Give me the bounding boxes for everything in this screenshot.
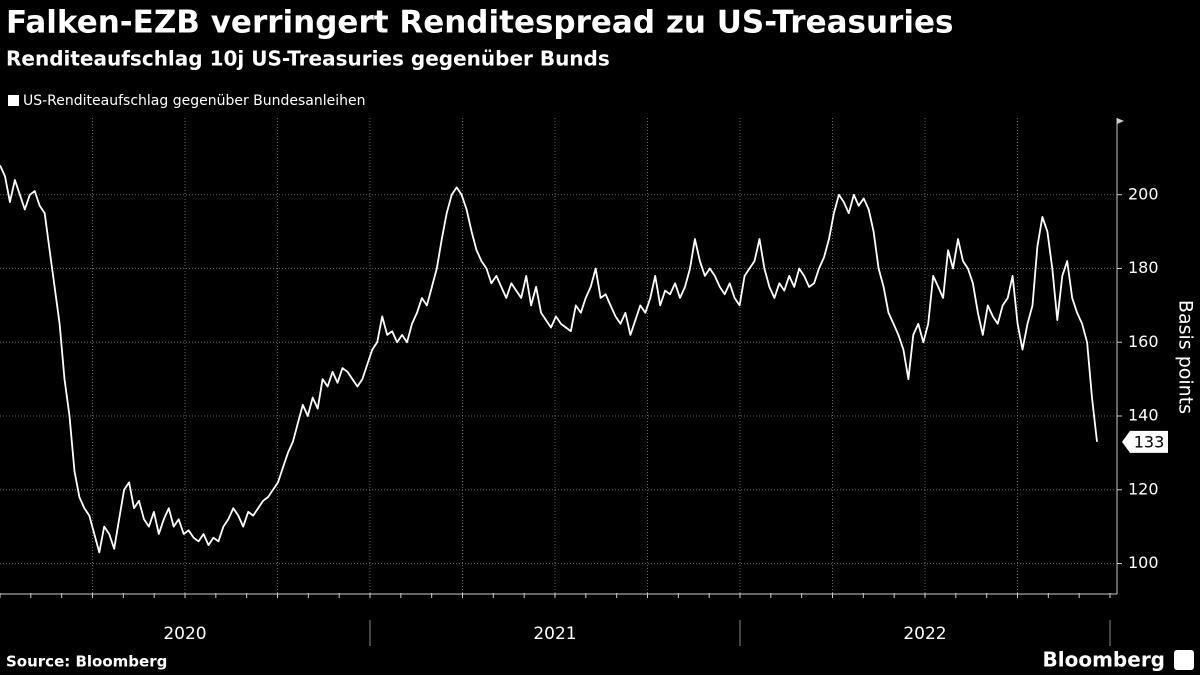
logo: Bloomberg <box>1043 648 1165 672</box>
y-tick-label: 200 <box>1128 184 1159 203</box>
y-tick-label: 100 <box>1128 553 1159 572</box>
axis-arrow <box>1117 118 1124 124</box>
legend-label: US-Renditeaufschlag gegenüber Bundesanle… <box>23 93 366 109</box>
chart-title: Falken-EZB verringert Renditespread zu U… <box>6 5 953 41</box>
x-tick-label: 2020 <box>163 624 206 644</box>
y-tick-label: 140 <box>1128 406 1159 425</box>
y-tick-label: 120 <box>1128 479 1159 498</box>
legend-swatch <box>8 95 19 106</box>
x-tick-label: 2022 <box>903 624 946 644</box>
logo-icon <box>1174 650 1194 670</box>
source: Source: Bloomberg <box>6 653 167 671</box>
y-tick-label: 160 <box>1128 332 1159 351</box>
x-tick-label: 2021 <box>533 624 576 644</box>
last-value-box <box>1122 430 1168 453</box>
series-line <box>0 164 1098 554</box>
chart-subtitle: Renditeaufschlag 10j US-Treasuries gegen… <box>6 47 610 71</box>
last-value-label: 133 <box>1134 432 1165 451</box>
y-tick-label: 180 <box>1128 258 1159 277</box>
y-axis-label: Basis points <box>1175 300 1197 414</box>
